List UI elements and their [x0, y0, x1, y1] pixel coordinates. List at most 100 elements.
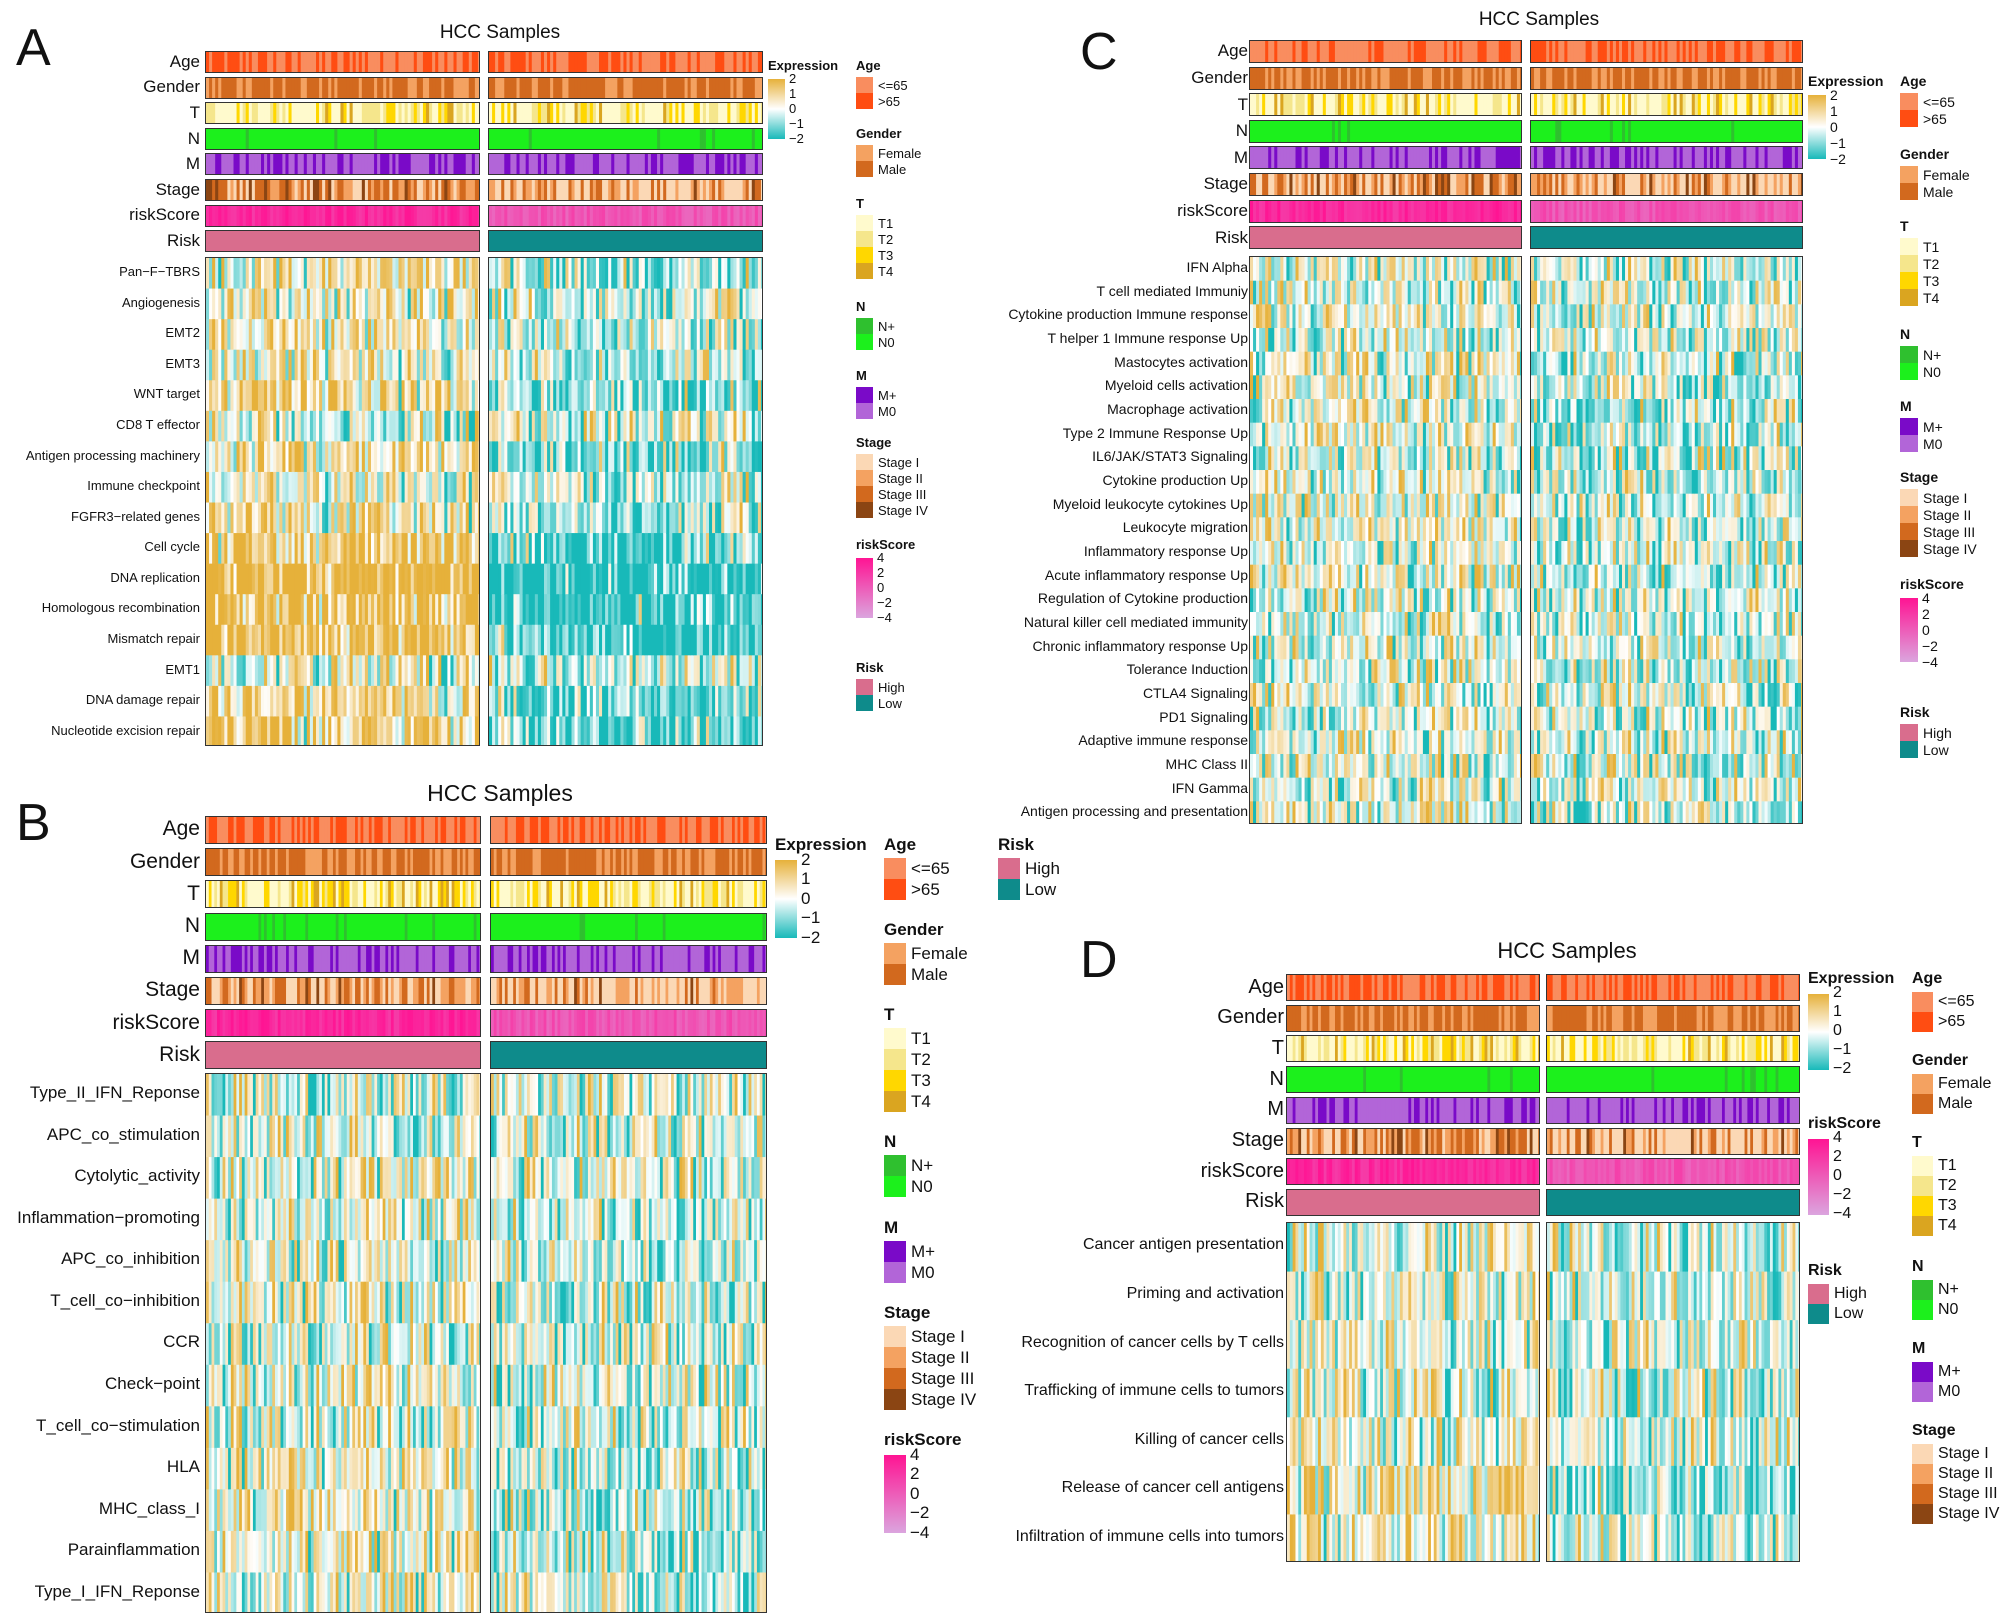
panel-a-heatmap-cell	[592, 502, 597, 534]
panel-a-heatmap-cell	[580, 410, 585, 442]
panel-a-annotation-cell	[346, 128, 351, 149]
panel-a-annotation-cell	[395, 154, 400, 175]
panel-a-heatmap-cell	[687, 716, 692, 745]
panel-a-annotation-cell	[404, 205, 409, 226]
panel-a-annotation-cell	[553, 52, 557, 72]
panel-a-heatmap-cell	[715, 380, 719, 412]
panel-a-heatmap-cell	[562, 624, 566, 656]
panel-a-heatmap-cell	[754, 319, 759, 351]
panel-a-annotation-cell	[410, 77, 415, 98]
panel-a-annotation-cell	[559, 103, 563, 124]
panel-a-annotation-cell	[319, 128, 323, 149]
panel-a-annotation-cell	[537, 154, 542, 175]
panel-a-heatmap-cell	[383, 288, 387, 320]
panel-a-heatmap-cell	[288, 655, 293, 687]
panel-a-heatmap-cell	[355, 685, 360, 718]
panel-b-annotation-cell	[748, 817, 752, 843]
panel-a-heatmap-cell	[589, 716, 594, 745]
panel-a-annotation-cell	[218, 77, 222, 98]
panel-a-heatmap-cell	[516, 655, 521, 687]
panel-b-annotation-cell	[360, 913, 364, 940]
panel-a-heatmap-cell	[614, 655, 618, 687]
panel-b-annotation-cell	[574, 817, 578, 843]
panel-a-heatmap-cell	[736, 319, 741, 351]
panel-a-annotation-cell	[426, 154, 430, 175]
panel-a-annotation-cell	[516, 180, 521, 200]
panel-a-heatmap-cell	[444, 471, 448, 504]
panel-b-annotation-cell	[762, 817, 766, 843]
panel-a-heatmap-cell	[760, 655, 762, 687]
panel-a-heatmap-cell	[358, 380, 363, 412]
panel-a-heatmap-cell	[605, 380, 609, 412]
panel-a-annotation-cell	[230, 128, 235, 149]
panel-a-heatmap-cell	[534, 624, 539, 656]
panel-a-annotation-cell	[574, 205, 579, 226]
panel-a-heatmap-cell	[693, 410, 698, 442]
panel-a-annotation-cell	[528, 52, 533, 72]
panel-b-annotation-cell	[479, 881, 480, 908]
panel-a-heatmap-cell	[574, 594, 579, 626]
panel-a-annotation-cell	[371, 128, 375, 149]
panel-b-annotation-cell	[421, 881, 425, 908]
panel-a-heatmap-cell	[386, 288, 390, 320]
panel-a-heatmap-cell	[401, 502, 406, 534]
panel-a-annotation-cell	[507, 180, 511, 200]
panel-a-heatmap-cell	[419, 349, 424, 381]
panel-a-heatmap-cell	[212, 410, 216, 442]
panel-a-heatmap-cell	[450, 533, 455, 565]
panel-a-heatmap-cell	[623, 441, 628, 473]
panel-a-annotation-cell	[635, 103, 640, 124]
panel-a-heatmap-cell	[709, 380, 713, 412]
panel-b-annotation-cell	[646, 849, 650, 876]
panel-a-annotation-cell	[380, 205, 384, 226]
panel-a-heatmap-cell	[355, 380, 360, 412]
panel-a-heatmap-cell	[322, 471, 326, 504]
panel-b-annotation-cell	[451, 913, 455, 940]
panel-a-heatmap-cell	[413, 319, 418, 351]
panel-a-heatmap-cell	[395, 471, 400, 504]
panel-a-heatmap-cell	[410, 533, 415, 565]
panel-a-annotation-cell	[684, 103, 689, 124]
panel-b-annotation-cell	[518, 849, 523, 876]
panel-a-heatmap-cell	[267, 410, 271, 442]
panel-a-heatmap-cell	[712, 471, 716, 504]
panel-a-annotation-cell	[459, 77, 464, 98]
panel-a-heatmap-cell	[389, 349, 393, 381]
panel-b-annotation-cell	[731, 817, 736, 843]
panel-a-row-label-homologous-recombination: Homologous recombination	[41, 600, 200, 616]
panel-a-annotation-cell	[507, 154, 511, 175]
panel-b-annotation-cell	[527, 881, 531, 908]
panel-b-annotation-cell	[731, 881, 736, 908]
panel-a-annotation-cell	[419, 52, 424, 72]
panel-a-heatmap-cell	[224, 685, 228, 718]
panel-a-heatmap-cell	[577, 471, 582, 504]
panel-a-heatmap-cell	[742, 258, 747, 290]
panel-a-annotation-cell	[474, 154, 479, 175]
panel-a-heatmap-cell	[669, 563, 673, 595]
panel-a-annotation-cell	[678, 205, 683, 226]
panel-a-heatmap-cell	[614, 258, 618, 290]
panel-b-annotation-cell	[313, 881, 317, 908]
panel-a-heatmap-cell	[705, 502, 710, 534]
panel-a-heatmap-cell	[422, 685, 427, 718]
panel-a-heatmap-cell	[227, 533, 232, 565]
panel-a-heatmap-cell	[264, 319, 268, 351]
panel-a-legend-label: Stage III	[878, 486, 927, 502]
panel-b-annotation-cell	[269, 849, 273, 876]
panel-a-heatmap-cell	[349, 655, 354, 687]
panel-a-heatmap-cell	[438, 258, 442, 290]
panel-a-annotation-cell	[328, 205, 332, 226]
panel-a-annotation-cell	[736, 103, 741, 124]
panel-a-annotation-cell	[328, 180, 332, 200]
panel-a-heatmap-cell	[678, 410, 683, 442]
panel-a-heatmap-cell	[349, 288, 354, 320]
panel-a-annotation-cell	[492, 77, 496, 98]
panel-a-annotation-cell	[398, 205, 403, 226]
panel-a-heatmap-cell	[380, 533, 384, 565]
panel-a-heatmap-cell	[312, 319, 317, 351]
panel-a-annotation-cell	[337, 154, 342, 175]
panel-a-heatmap-cell	[297, 380, 302, 412]
panel-a-heatmap-cell	[364, 349, 369, 381]
panel-a-heatmap-cell	[699, 288, 704, 320]
panel-a-heatmap-cell	[495, 349, 499, 381]
